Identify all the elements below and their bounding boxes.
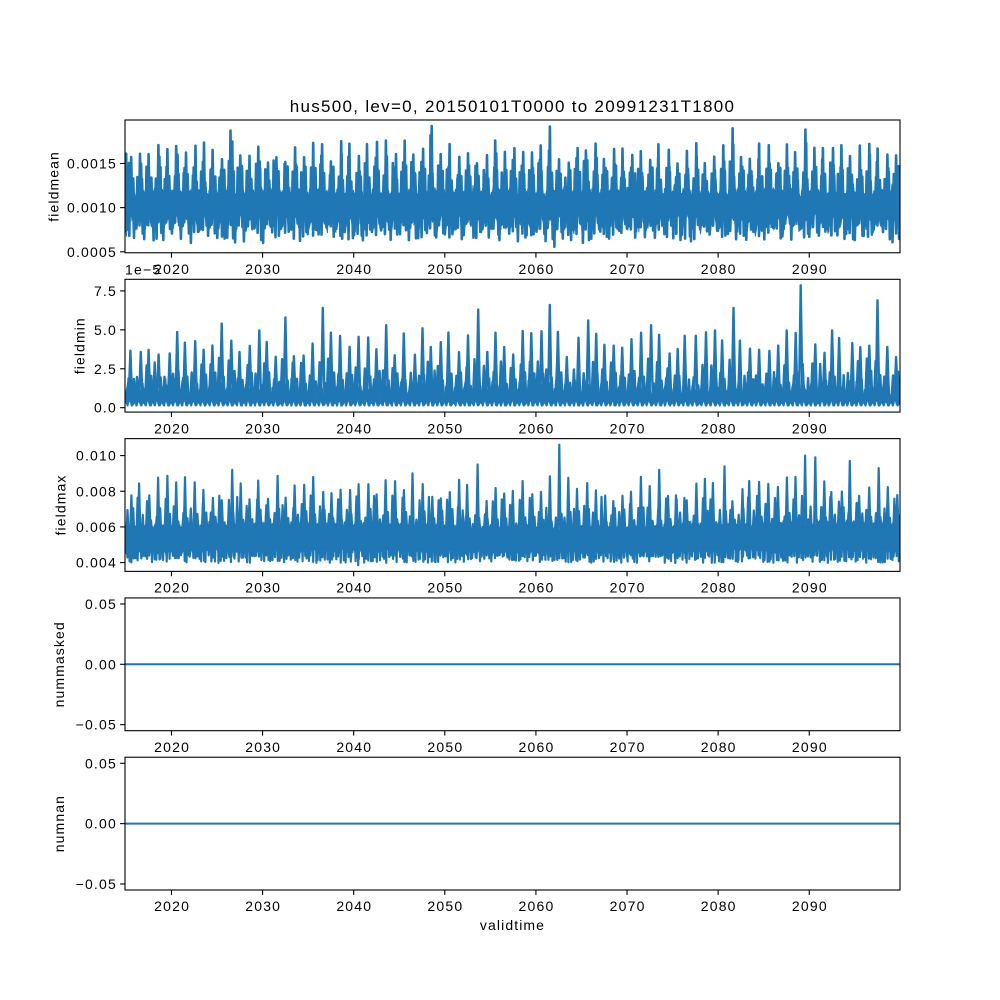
svg-text:2090: 2090 — [792, 580, 828, 596]
svg-text:2090: 2090 — [792, 420, 828, 436]
svg-text:0.0: 0.0 — [94, 400, 117, 416]
svg-text:2040: 2040 — [336, 261, 372, 277]
svg-text:5.0: 5.0 — [94, 322, 117, 338]
svg-text:1e−5: 1e−5 — [125, 261, 161, 277]
svg-text:2020: 2020 — [154, 580, 190, 596]
svg-text:2030: 2030 — [245, 420, 281, 436]
svg-text:2070: 2070 — [610, 898, 646, 914]
svg-text:numnan: numnan — [51, 795, 67, 852]
svg-text:2080: 2080 — [701, 261, 737, 277]
svg-text:0.010: 0.010 — [76, 448, 117, 464]
svg-text:2020: 2020 — [154, 261, 190, 277]
svg-text:2080: 2080 — [701, 420, 737, 436]
svg-text:2050: 2050 — [427, 739, 463, 755]
svg-text:2060: 2060 — [519, 420, 555, 436]
svg-text:0.0015: 0.0015 — [67, 156, 117, 172]
svg-text:2030: 2030 — [245, 580, 281, 596]
svg-text:2050: 2050 — [427, 580, 463, 596]
svg-text:2070: 2070 — [610, 739, 646, 755]
svg-text:2090: 2090 — [792, 739, 828, 755]
svg-text:2040: 2040 — [336, 898, 372, 914]
svg-text:2.5: 2.5 — [94, 361, 117, 377]
svg-text:2050: 2050 — [427, 898, 463, 914]
svg-text:fieldmean: fieldmean — [45, 151, 61, 222]
svg-text:0.006: 0.006 — [76, 519, 117, 535]
svg-text:hus500, lev=0, 20150101T0000 t: hus500, lev=0, 20150101T0000 to 20991231… — [290, 97, 736, 116]
svg-text:2040: 2040 — [336, 420, 372, 436]
svg-text:2030: 2030 — [245, 898, 281, 914]
svg-text:2030: 2030 — [245, 739, 281, 755]
svg-text:7.5: 7.5 — [94, 283, 117, 299]
svg-text:fieldmax: fieldmax — [53, 475, 69, 536]
svg-text:validtime: validtime — [480, 917, 545, 933]
svg-text:0.008: 0.008 — [76, 483, 117, 499]
svg-text:2060: 2060 — [519, 898, 555, 914]
svg-text:0.00: 0.00 — [85, 656, 117, 672]
svg-text:2080: 2080 — [701, 580, 737, 596]
svg-text:2090: 2090 — [792, 261, 828, 277]
svg-text:0.0010: 0.0010 — [67, 200, 117, 216]
svg-text:2080: 2080 — [701, 898, 737, 914]
svg-text:2020: 2020 — [154, 420, 190, 436]
svg-text:2070: 2070 — [610, 420, 646, 436]
svg-text:2090: 2090 — [792, 898, 828, 914]
svg-text:0.00: 0.00 — [85, 816, 117, 832]
svg-text:2060: 2060 — [519, 261, 555, 277]
svg-text:2070: 2070 — [610, 580, 646, 596]
svg-text:2060: 2060 — [519, 580, 555, 596]
svg-text:2020: 2020 — [154, 898, 190, 914]
svg-text:fieldmin: fieldmin — [71, 317, 87, 374]
svg-text:2020: 2020 — [154, 739, 190, 755]
svg-text:−0.05: −0.05 — [76, 876, 117, 892]
svg-text:−0.05: −0.05 — [76, 717, 117, 733]
svg-text:2040: 2040 — [336, 580, 372, 596]
svg-text:nummasked: nummasked — [51, 621, 67, 707]
svg-text:0.05: 0.05 — [85, 755, 117, 771]
svg-text:2050: 2050 — [427, 420, 463, 436]
svg-text:0.05: 0.05 — [85, 596, 117, 612]
svg-text:2070: 2070 — [610, 261, 646, 277]
svg-text:2060: 2060 — [519, 739, 555, 755]
svg-text:2040: 2040 — [336, 739, 372, 755]
svg-text:2080: 2080 — [701, 739, 737, 755]
svg-text:2050: 2050 — [427, 261, 463, 277]
svg-text:0.004: 0.004 — [76, 555, 117, 571]
svg-text:2030: 2030 — [245, 261, 281, 277]
svg-text:0.0005: 0.0005 — [67, 244, 117, 260]
